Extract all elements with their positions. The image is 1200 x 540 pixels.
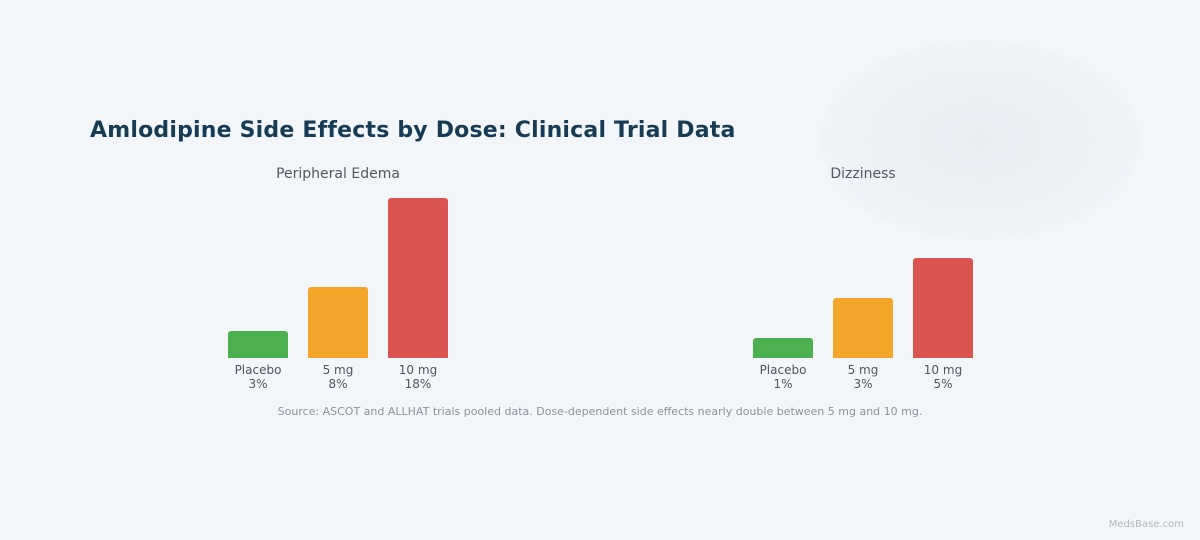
category-label: Placebo	[759, 363, 807, 377]
x-label-0-2: 10 mg 18%	[378, 363, 458, 391]
watermark: MedsBase.com	[1108, 519, 1184, 530]
x-label-1-2: 10 mg 5%	[903, 363, 983, 391]
bar-1-0	[753, 338, 813, 358]
bar-1-1	[833, 298, 893, 358]
category-label: Placebo	[234, 363, 282, 377]
bar-0-2	[388, 197, 448, 358]
value-label: 5%	[933, 377, 953, 391]
x-label-0-0: Placebo 3%	[218, 363, 298, 391]
value-label: 1%	[773, 377, 793, 391]
category-label: 10 mg	[923, 363, 963, 377]
value-label: 8%	[328, 377, 348, 391]
panel-title-dizziness: Dizziness	[830, 166, 896, 182]
x-label-1-1: 5 mg 3%	[823, 363, 903, 391]
x-label-0-1: 5 mg 8%	[298, 363, 378, 391]
bar-0-0	[228, 331, 288, 358]
category-label: 10 mg	[398, 363, 438, 377]
chart-title: Amlodipine Side Effects by Dose: Clinica…	[90, 118, 736, 143]
category-label: 5 mg	[847, 363, 879, 377]
value-label: 18%	[404, 377, 432, 391]
value-label: 3%	[853, 377, 873, 391]
value-label: 3%	[248, 377, 268, 391]
bar-0-1	[308, 286, 368, 358]
background-glow	[820, 40, 1140, 240]
category-label: 5 mg	[322, 363, 354, 377]
source-note: Source: ASCOT and ALLHAT trials pooled d…	[277, 405, 923, 418]
x-label-1-0: Placebo 1%	[743, 363, 823, 391]
bar-1-2	[913, 258, 973, 358]
panel-title-peripheral-edema: Peripheral Edema	[276, 166, 400, 182]
